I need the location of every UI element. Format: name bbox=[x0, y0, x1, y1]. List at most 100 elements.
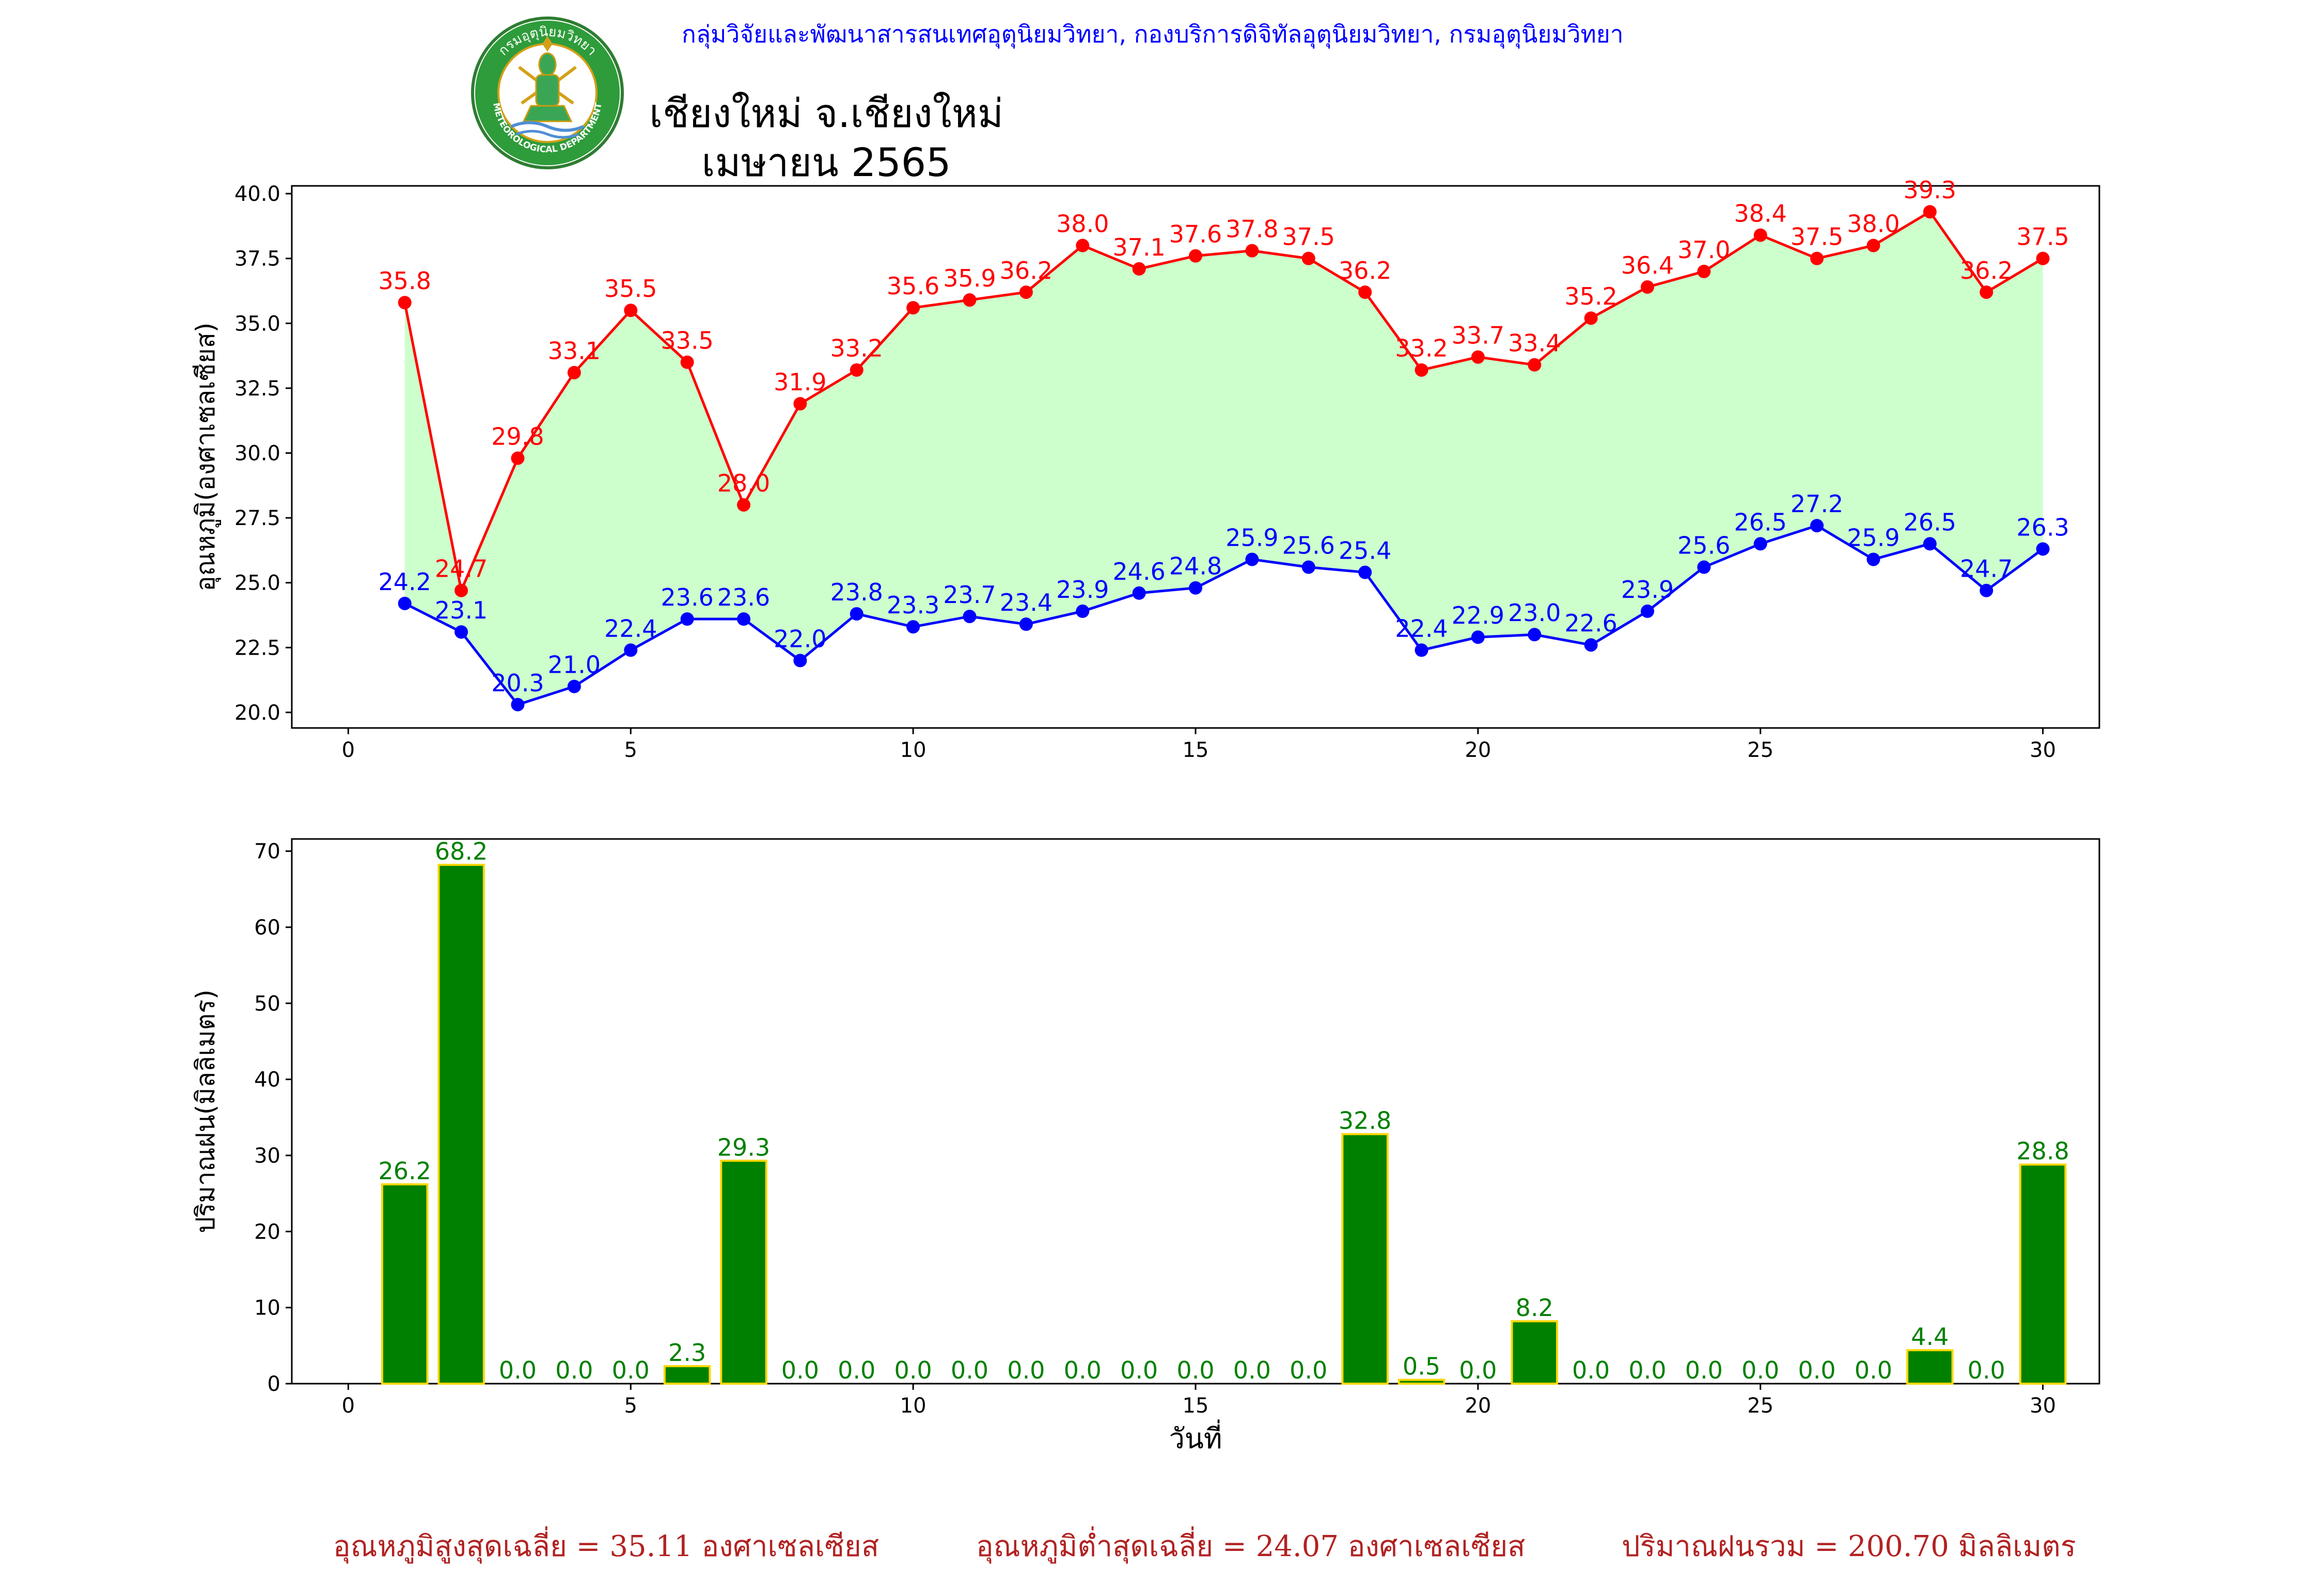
label-max: 33.4 bbox=[1508, 329, 1561, 357]
label-max: 33.2 bbox=[1395, 335, 1448, 362]
rain-bar-label: 0.5 bbox=[1403, 1353, 1440, 1381]
label-max: 37.6 bbox=[1169, 220, 1222, 248]
temp-xtick-label: 30 bbox=[2030, 738, 2056, 762]
temp-ytick-label: 30.0 bbox=[234, 441, 280, 465]
temp-range-fill bbox=[404, 212, 2043, 705]
label-min: 23.0 bbox=[1508, 599, 1561, 627]
point-min bbox=[398, 596, 412, 610]
label-min: 23.3 bbox=[887, 591, 939, 619]
rain-bar-label: 0.0 bbox=[1233, 1356, 1271, 1384]
point-max bbox=[454, 583, 468, 597]
rain-bar bbox=[1511, 1320, 1558, 1385]
temperature-plot: 0 5 10 15 20 25 30 20.0 22.5 25.0 27.5 30.0 32.5 35.0… bbox=[191, 176, 2100, 762]
rain-bar-label: 0.0 bbox=[781, 1356, 819, 1384]
point-min bbox=[1358, 565, 1372, 579]
temp-ytick-label: 22.5 bbox=[234, 636, 280, 660]
label-min: 22.9 bbox=[1452, 601, 1504, 629]
point-max bbox=[1641, 280, 1654, 294]
footer-total-rain: ปริมาณฝนรวม = 200.70 มิลลิเมตร bbox=[1622, 1530, 2076, 1563]
label-max: 36.2 bbox=[1960, 257, 2013, 284]
rain-bar-label: 0.0 bbox=[1007, 1356, 1045, 1384]
point-min bbox=[1471, 630, 1485, 644]
rain-bar-label: 2.3 bbox=[668, 1339, 706, 1367]
rain-bar bbox=[437, 864, 485, 1385]
series-min-line bbox=[404, 524, 2044, 706]
rain-frame bbox=[291, 838, 2100, 1385]
point-max bbox=[567, 366, 581, 379]
point-min bbox=[567, 679, 581, 693]
rain-xtick-label: 20 bbox=[1465, 1394, 1491, 1418]
rain-xtick-label: 0 bbox=[342, 1394, 355, 1418]
label-min: 23.9 bbox=[1056, 576, 1109, 604]
point-max bbox=[2036, 251, 2050, 265]
label-min: 23.1 bbox=[435, 596, 488, 624]
point-min bbox=[1076, 604, 1090, 618]
point-max bbox=[1528, 358, 1542, 372]
rain-bar-label: 28.8 bbox=[2016, 1137, 2069, 1165]
rain-bar bbox=[1906, 1349, 1954, 1385]
rainfall-plot: 0 5 10 15 20 25 30 0 10 20 30 40 50 60 70 ปริมาณฝน(มิลล… bbox=[191, 837, 2100, 1455]
label-min: 22.4 bbox=[604, 614, 657, 642]
temp-ytick-label: 32.5 bbox=[234, 377, 280, 401]
label-min: 25.6 bbox=[1677, 532, 1730, 560]
label-max: 36.2 bbox=[1339, 257, 1391, 284]
point-min bbox=[1019, 617, 1033, 631]
rain-bar-label: 0.0 bbox=[1120, 1356, 1158, 1384]
point-min bbox=[737, 612, 750, 626]
point-max bbox=[793, 397, 807, 411]
label-min: 26.5 bbox=[1734, 508, 1787, 536]
rain-bar-label: 0.0 bbox=[612, 1356, 650, 1384]
label-max: 37.8 bbox=[1226, 215, 1278, 243]
label-max: 37.5 bbox=[2016, 223, 2069, 251]
point-max bbox=[737, 498, 750, 512]
label-max: 33.5 bbox=[661, 327, 713, 355]
rain-bar-label: 4.4 bbox=[1911, 1323, 1949, 1351]
point-min bbox=[1980, 583, 1993, 597]
label-max: 24.7 bbox=[435, 555, 488, 583]
rain-ytick-label: 50 bbox=[254, 992, 280, 1016]
rain-bar bbox=[720, 1160, 767, 1385]
rain-bar-label: 0.0 bbox=[1798, 1356, 1836, 1384]
rain-ytick-label: 70 bbox=[254, 840, 280, 864]
label-max: 35.6 bbox=[887, 272, 939, 300]
label-min: 25.9 bbox=[1226, 524, 1278, 551]
label-min: 23.9 bbox=[1621, 576, 1674, 604]
label-min: 25.4 bbox=[1339, 537, 1391, 565]
label-max: 33.7 bbox=[1452, 322, 1504, 350]
label-max: 29.8 bbox=[491, 423, 544, 451]
point-min bbox=[680, 612, 694, 626]
point-min bbox=[1301, 560, 1315, 574]
rain-bar bbox=[381, 1183, 429, 1385]
rain-ylabel: ปริมาณฝน(มิลลิเมตร) bbox=[191, 989, 221, 1233]
temp-ylabel: อุณหภูมิ(องศาเซลเซียส) bbox=[191, 322, 221, 591]
rain-bar-label: 0.0 bbox=[1572, 1356, 1610, 1384]
label-max: 33.2 bbox=[830, 335, 883, 362]
temp-ytick-label: 40.0 bbox=[234, 182, 280, 206]
label-min: 25.9 bbox=[1847, 524, 1899, 551]
point-min bbox=[1866, 552, 1880, 566]
rain-ytick-label: 30 bbox=[254, 1144, 280, 1168]
rain-bar-label: 0.0 bbox=[1741, 1356, 1779, 1384]
rain-bar-label: 68.2 bbox=[435, 837, 488, 865]
rain-bar bbox=[1341, 1133, 1389, 1385]
temp-ytick-label: 27.5 bbox=[234, 506, 280, 530]
footer-avg-max: อุณหภูมิสูงสุดเฉลี่ย = 35.11 องศาเซลเซีย… bbox=[333, 1530, 880, 1563]
point-min bbox=[793, 654, 807, 668]
footer-avg-min: อุณหภูมิต่ำสุดเฉลี่ย = 24.07 องศาเซลเซีย… bbox=[976, 1530, 1526, 1563]
rain-ytick-label: 60 bbox=[254, 916, 280, 940]
rain-xtick-label: 30 bbox=[2030, 1394, 2056, 1418]
point-max bbox=[1753, 228, 1767, 242]
rain-bar-label: 0.0 bbox=[894, 1356, 932, 1384]
rain-bar-label: 0.0 bbox=[1968, 1356, 2005, 1384]
rain-ytick-label: 0 bbox=[268, 1372, 280, 1396]
temp-xtick-label: 0 bbox=[342, 738, 355, 762]
point-max bbox=[1189, 249, 1202, 263]
point-max bbox=[1697, 264, 1711, 278]
rain-bar bbox=[2019, 1163, 2067, 1385]
temp-xtick-label: 25 bbox=[1747, 738, 1773, 762]
point-max bbox=[1471, 350, 1485, 364]
point-min bbox=[624, 643, 638, 657]
label-min: 24.2 bbox=[379, 568, 431, 596]
point-max bbox=[624, 304, 638, 318]
